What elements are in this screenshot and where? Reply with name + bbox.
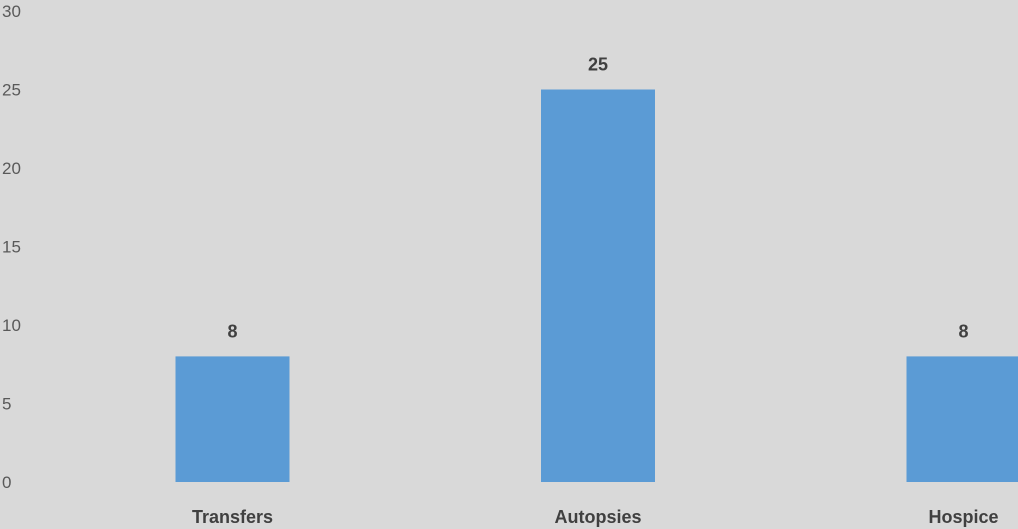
- x-tick-label-autopsies: Autopsies: [554, 507, 641, 527]
- data-label-transfers: 8: [227, 321, 237, 341]
- y-tick-label: 5: [2, 395, 11, 414]
- bar-autopsies: [541, 89, 655, 482]
- bars-group: [175, 89, 1018, 482]
- y-tick-label: 0: [2, 473, 11, 492]
- bar-hospice: [906, 356, 1018, 482]
- y-tick-label: 10: [2, 316, 21, 335]
- y-tick-label: 25: [2, 81, 21, 100]
- y-axis-ticks: 0 5 10 15 20 25 30: [2, 2, 21, 492]
- data-label-hospice: 8: [958, 321, 968, 341]
- bar-transfers: [175, 356, 290, 482]
- x-tick-label-transfers: Transfers: [192, 507, 273, 527]
- x-tick-label-hospice: Hospice: [928, 507, 998, 527]
- data-label-autopsies: 25: [588, 55, 608, 75]
- data-labels-group: 8 25 8: [227, 55, 968, 342]
- y-tick-label: 20: [2, 159, 21, 178]
- y-tick-label: 30: [2, 2, 21, 21]
- x-axis-labels: Transfers Autopsies Hospice: [192, 507, 999, 527]
- y-tick-label: 15: [2, 238, 21, 257]
